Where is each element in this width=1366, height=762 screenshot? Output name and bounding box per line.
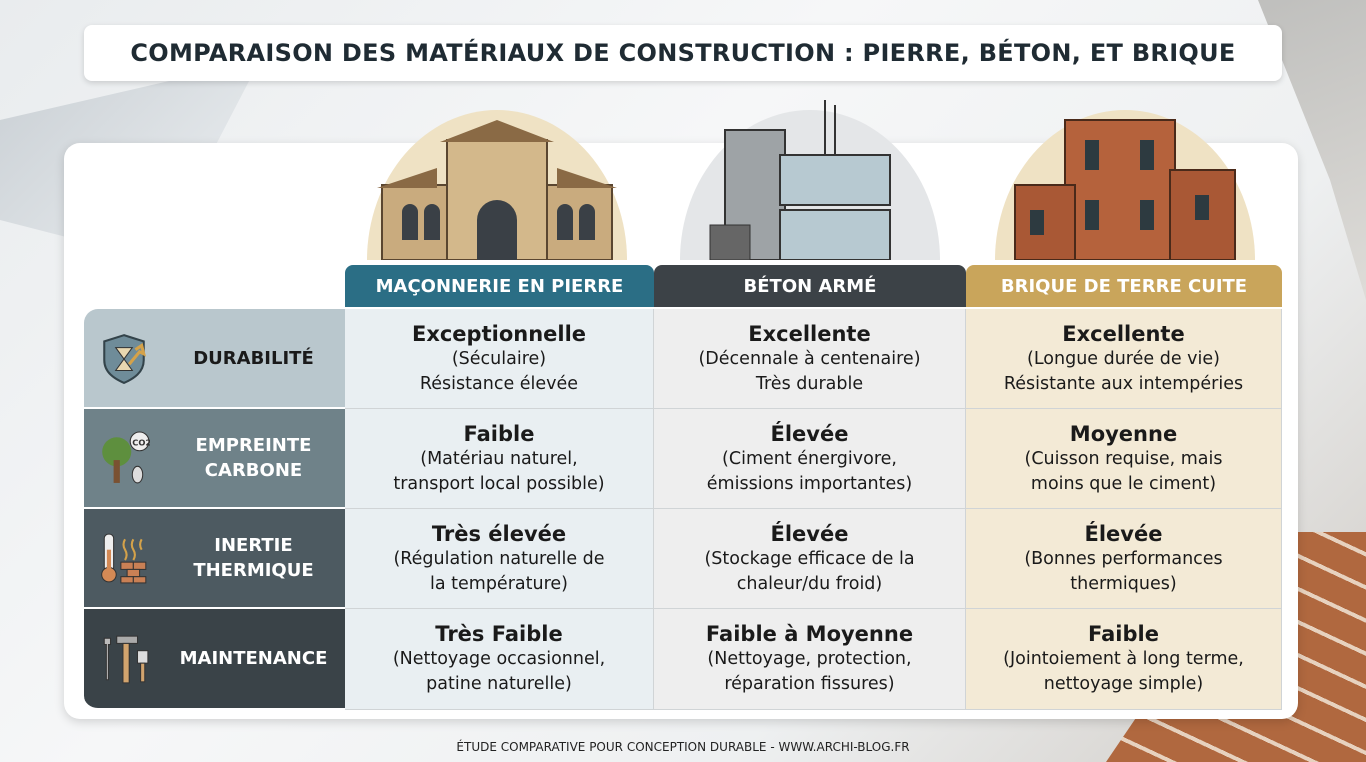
cell-detail-2: réparation fissures) [724,674,895,694]
column-header-label: BRIQUE DE TERRE CUITE [1000,275,1248,297]
cell-detail-1: (Régulation naturelle de [393,548,605,569]
column-header-2: BÉTON ARMÉ [654,265,966,307]
cell-rating: Élevée [770,521,849,546]
row-label-text: DURABILITÉ [193,347,314,369]
tools-icon [103,635,149,683]
table-cell: Élevée (Stockage efficace de la chaleur/… [654,509,966,609]
cell-rating: Excellente [1062,321,1185,346]
cell-detail-1: (Bonnes performances [1024,548,1223,569]
svg-text:CO2: CO2 [132,438,150,448]
cell-detail-1: (Jointoiement à long terme, [1003,649,1244,669]
cell-detail-2: chaleur/du froid) [736,573,883,594]
cell-detail-2: transport local possible) [393,473,605,494]
cell-detail-2: Résistance élevée [419,373,579,394]
table-cell: Exceptionnelle (Séculaire) Résistance él… [345,309,654,409]
cell-detail-2: Résistante aux intempéries [1003,373,1244,394]
cell-rating: Excellente [748,321,871,346]
cell-detail-2: Très durable [755,373,864,394]
cell-rating: Très élevée [431,521,567,546]
brick-building-illustration [995,110,1255,260]
column-header-label: MAÇONNERIE EN PIERRE [375,275,624,297]
cell-detail-2: moins que le ciment) [1030,473,1217,494]
cell-rating: Faible à Moyenne [705,622,914,646]
cell-detail-1: (Décennale à centenaire) [698,348,921,369]
cell-detail-2: nettoyage simple) [1043,674,1204,694]
cell-rating: Élevée [1084,521,1163,546]
table-cell: Faible (Jointoiement à long terme, netto… [966,609,1282,710]
row-label-text: EMPREINTE CARBONE [195,435,312,481]
table-cell: Élevée (Ciment énergivore, émissions imp… [654,409,966,509]
cell-rating: Très Faible [435,622,563,646]
stone-building-illustration [367,110,627,260]
cell-rating: Exceptionnelle [411,321,587,346]
tree-co2-icon: CO2 [102,431,150,484]
row-label-text: MAINTENANCE [179,648,328,669]
row-label-2: CO2 EMPREINTE CARBONE [84,409,345,509]
cell-detail-1: (Ciment énergivore, [722,448,897,469]
column-header-3: BRIQUE DE TERRE CUITE [966,265,1282,307]
cell-detail-1: (Séculaire) [451,348,547,369]
table-cell: Faible à Moyenne (Nettoyage, protection,… [654,609,966,710]
row-label-3: INERTIE THERMIQUE [84,509,345,609]
cell-rating: Moyenne [1069,421,1178,446]
row-label-1: DURABILITÉ [84,309,345,409]
footer-credit: ÉTUDE COMPARATIVE POUR CONCEPTION DURABL… [456,740,910,754]
row-label-text: INERTIE THERMIQUE [193,535,314,581]
page-title: COMPARAISON DES MATÉRIAUX DE CONSTRUCTIO… [84,25,1282,81]
row-label-4: MAINTENANCE [84,609,345,710]
cell-detail-1: (Nettoyage occasionnel, [392,649,606,669]
concrete-building-illustration [680,100,940,260]
cell-detail-1: (Longue durée de vie) [1027,348,1220,369]
table-cell: Faible (Matériau naturel, transport loca… [345,409,654,509]
table-cell: Élevée (Bonnes performances thermiques) [966,509,1282,609]
cell-detail-1: (Matériau naturel, [420,448,578,469]
cell-detail-1: (Cuisson requise, mais [1024,448,1223,469]
table-cell: Excellente (Longue durée de vie) Résista… [966,309,1282,409]
table-cell: Moyenne (Cuisson requise, mais moins que… [966,409,1282,509]
cell-rating: Faible [1088,622,1159,646]
cell-detail-2: émissions importantes) [706,473,913,494]
thermometer-brick-icon [101,533,147,584]
cell-detail-2: patine naturelle) [426,674,572,694]
table-cell: Très Faible (Nettoyage occasionnel, pati… [345,609,654,710]
cell-rating: Élevée [770,421,849,446]
cell-detail-2: la température) [430,573,568,594]
cell-detail-1: (Stockage efficace de la [704,548,915,569]
table-cell: Excellente (Décennale à centenaire) Très… [654,309,966,409]
cell-rating: Faible [463,421,535,446]
shield-hourglass-icon [103,334,147,385]
cell-detail-2: thermiques) [1070,573,1177,594]
table-cell: Très élevée (Régulation naturelle de la … [345,509,654,609]
column-header-label: BÉTON ARMÉ [743,275,877,297]
cell-detail-1: (Nettoyage, protection, [707,649,912,669]
column-header-1: MAÇONNERIE EN PIERRE [345,265,654,307]
